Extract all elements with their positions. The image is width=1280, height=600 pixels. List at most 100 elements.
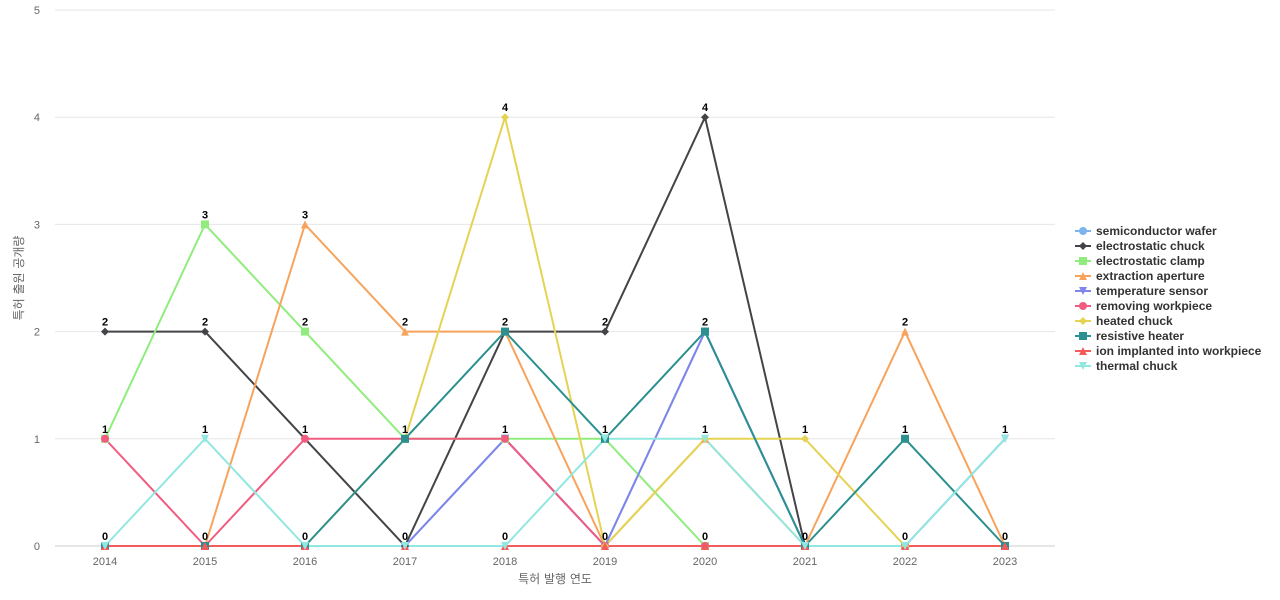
legend-marker (1079, 242, 1087, 250)
data-point-thermal-chuck (901, 542, 909, 550)
legend-item[interactable]: removing workpiece (1075, 299, 1212, 313)
data-point-removing-workpiece (501, 434, 509, 443)
data-label: 0 (402, 531, 408, 543)
data-point-thermal-chuck (801, 542, 809, 550)
legend-marker (1079, 332, 1087, 340)
data-point-thermal-chuck (601, 434, 609, 443)
data-point-resistive-heater (701, 327, 709, 336)
data-label: 1 (102, 424, 108, 436)
data-label: 1 (802, 424, 808, 436)
data-point-thermal-chuck (101, 542, 109, 550)
legend-label: resistive heater (1096, 329, 1184, 343)
data-label: 1 (202, 424, 208, 436)
legend-marker (1079, 272, 1087, 280)
legend-item[interactable]: temperature sensor (1075, 284, 1208, 298)
legend-marker (1079, 227, 1087, 235)
data-point-thermal-chuck (501, 542, 509, 550)
x-tick-label: 2023 (993, 556, 1017, 568)
series-lines (104, 116, 1006, 547)
data-point-resistive-heater (901, 434, 909, 443)
data-point-extraction-aperture (301, 220, 309, 229)
legend-item[interactable]: electrostatic chuck (1075, 239, 1205, 253)
y-tick-label: 3 (34, 219, 40, 231)
data-point-extraction-aperture (401, 327, 409, 336)
data-point-extraction-aperture (901, 327, 909, 336)
data-point-ion-implanted-into-workpiece (201, 542, 209, 550)
data-label: 0 (202, 531, 208, 543)
data-point-ion-implanted-into-workpiece (601, 542, 609, 550)
y-tick-label: 5 (34, 5, 40, 17)
y-tick-label: 1 (34, 434, 40, 446)
data-point-thermal-chuck (401, 542, 409, 550)
x-tick-label: 2014 (93, 556, 117, 568)
legend-marker (1079, 287, 1087, 295)
data-point-removing-workpiece (101, 434, 109, 443)
x-tick-label: 2015 (193, 556, 217, 568)
legend-item[interactable]: heated chuck (1075, 314, 1173, 328)
data-point-electrostatic-chuck (601, 327, 609, 336)
legend-label: thermal chuck (1096, 359, 1178, 373)
data-point-resistive-heater (401, 434, 409, 443)
data-label: 1 (602, 424, 608, 436)
legend-marker (1079, 317, 1087, 325)
data-label: 2 (302, 317, 308, 329)
x-tick-label: 2022 (893, 556, 917, 568)
x-tick-label: 2016 (293, 556, 317, 568)
data-label: 3 (202, 209, 208, 221)
data-point-electrostatic-chuck (201, 327, 209, 336)
data-label: 3 (302, 209, 308, 221)
data-label: 2 (402, 317, 408, 329)
y-tick-label: 2 (34, 327, 40, 339)
legend-label: heated chuck (1096, 314, 1173, 328)
legend-label: ion implanted into workpiece (1096, 344, 1262, 358)
data-point-electrostatic-chuck (701, 113, 709, 122)
data-point-heated-chuck (801, 434, 809, 443)
legend-label: removing workpiece (1096, 299, 1212, 313)
data-label: 1 (302, 424, 308, 436)
legend-item[interactable]: semiconductor wafer (1075, 224, 1217, 238)
x-axis-title: 특허 발행 연도 (518, 571, 592, 586)
data-point-thermal-chuck (201, 434, 209, 443)
data-label: 2 (902, 317, 908, 329)
x-tick-label: 2019 (593, 556, 617, 568)
data-point-thermal-chuck (301, 542, 309, 550)
x-tick-label: 2021 (793, 556, 817, 568)
legend-label: extraction aperture (1096, 269, 1205, 283)
y-tick-label: 0 (34, 541, 40, 553)
data-label: 0 (502, 531, 508, 543)
data-label: 0 (702, 531, 708, 543)
series-line-thermal-chuck (104, 437, 1006, 547)
data-label: 1 (402, 424, 408, 436)
x-tick-label: 2018 (493, 556, 517, 568)
legend-item[interactable]: electrostatic clamp (1075, 254, 1205, 268)
data-label: 1 (502, 424, 508, 436)
data-label: 1 (1002, 424, 1008, 436)
legend-label: temperature sensor (1096, 284, 1208, 298)
legend-item[interactable]: resistive heater (1075, 329, 1184, 343)
data-label: 0 (102, 531, 108, 543)
data-label: 2 (602, 317, 608, 329)
data-label: 2 (702, 317, 708, 329)
data-label: 2 (502, 317, 508, 329)
data-label: 4 (702, 102, 709, 114)
legend-label: electrostatic chuck (1096, 239, 1205, 253)
data-label: 0 (1002, 531, 1008, 543)
legend-label: electrostatic clamp (1096, 254, 1205, 268)
data-label: 2 (202, 317, 208, 329)
data-point-ion-implanted-into-workpiece (701, 542, 709, 550)
data-label: 0 (902, 531, 908, 543)
data-point-thermal-chuck (701, 434, 709, 443)
legend-item[interactable]: thermal chuck (1075, 359, 1178, 373)
data-point-electrostatic-chuck (101, 327, 109, 336)
grid-lines (55, 9, 1055, 547)
legend-item[interactable]: ion implanted into workpiece (1075, 344, 1262, 358)
legend-label: semiconductor wafer (1096, 224, 1217, 238)
data-label: 1 (702, 424, 708, 436)
legend-marker (1079, 347, 1087, 355)
legend-item[interactable]: extraction aperture (1075, 269, 1205, 283)
data-labels: 2 1 0 3 2 1 0 3 2 1 0 2 1 0 4 2 1 0 2 1 0 4 2 1 0 1 0 2 1 0 1 0 (102, 102, 1008, 543)
data-label: 0 (602, 531, 608, 543)
